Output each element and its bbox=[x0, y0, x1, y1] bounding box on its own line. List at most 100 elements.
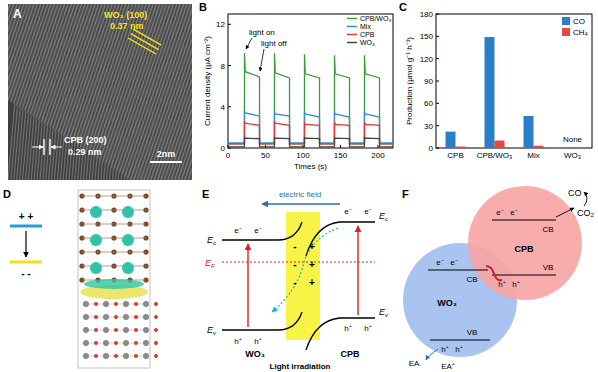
lattice-fringe bbox=[127, 90, 135, 180]
lattice-fringe bbox=[179, 90, 187, 180]
atom bbox=[90, 262, 102, 274]
arrow bbox=[32, 147, 43, 148]
label: 0.37 nm bbox=[110, 21, 144, 31]
x-tick-label: 200 bbox=[371, 151, 385, 160]
y-tick bbox=[228, 24, 231, 25]
atom bbox=[94, 341, 98, 345]
transfer-arrow bbox=[272, 228, 338, 312]
lattice-fringe bbox=[147, 4, 192, 180]
atom bbox=[154, 328, 158, 332]
legend-label: CPB bbox=[360, 31, 375, 38]
plot-lines bbox=[228, 53, 393, 147]
atom bbox=[134, 341, 138, 345]
band-label: Ev bbox=[207, 325, 217, 336]
bars bbox=[446, 37, 544, 148]
lattice-fringe bbox=[153, 90, 161, 180]
y-tick bbox=[436, 125, 439, 126]
band-edge bbox=[222, 222, 302, 240]
atom bbox=[123, 327, 129, 333]
x-tick-label: CPB bbox=[447, 151, 463, 160]
x-tick-label: 50 bbox=[261, 151, 270, 160]
atom bbox=[103, 327, 109, 333]
x-tick-label: Mix bbox=[527, 151, 539, 160]
annotation-arrow bbox=[246, 38, 252, 49]
lattice-fringe bbox=[156, 90, 164, 180]
atom bbox=[83, 327, 89, 333]
y-tick bbox=[228, 148, 231, 149]
label: e⁻ bbox=[364, 207, 371, 216]
atom bbox=[143, 314, 149, 320]
panel-letter: D bbox=[3, 188, 11, 200]
atom bbox=[122, 234, 134, 246]
excitation-arrow bbox=[247, 244, 248, 327]
label: e⁻ bbox=[344, 207, 351, 216]
bar bbox=[456, 147, 466, 148]
atom bbox=[114, 354, 118, 358]
label: Light irradiation bbox=[270, 362, 331, 371]
plot-frame bbox=[436, 14, 592, 148]
lattice-fringe bbox=[170, 90, 178, 180]
y-tick-label: 12 bbox=[216, 20, 225, 29]
legend-label: CH₄ bbox=[573, 28, 588, 37]
band-level bbox=[428, 269, 488, 270]
label: CPB bbox=[340, 349, 360, 359]
label: CB bbox=[542, 225, 553, 234]
y-tick bbox=[436, 81, 439, 82]
scale-bar bbox=[150, 161, 182, 163]
depletion-region bbox=[286, 212, 320, 340]
atom bbox=[154, 341, 158, 345]
atom bbox=[143, 327, 149, 333]
y-tick-label: 4 bbox=[221, 103, 226, 112]
y-tick-label: 0 bbox=[221, 144, 226, 153]
atom bbox=[83, 314, 89, 320]
annotation-arrow bbox=[260, 49, 264, 71]
legend-label: CO bbox=[573, 17, 585, 26]
atom bbox=[83, 340, 89, 346]
fermi-level bbox=[222, 262, 375, 263]
atom bbox=[90, 206, 102, 218]
label: 2nm bbox=[157, 149, 176, 159]
y-tick bbox=[436, 58, 439, 59]
label: CB bbox=[466, 275, 477, 284]
lattice-fringe bbox=[133, 90, 141, 180]
x-tick bbox=[378, 145, 379, 148]
band-label: Ev bbox=[379, 307, 389, 318]
atom bbox=[123, 340, 129, 346]
series-line bbox=[228, 138, 393, 147]
atom bbox=[94, 354, 98, 358]
x-tick bbox=[340, 145, 341, 148]
lattice-fringe bbox=[151, 4, 192, 180]
label: h⁺ bbox=[455, 345, 462, 354]
cpb-particle bbox=[468, 186, 582, 300]
crystal-structure bbox=[78, 190, 158, 368]
reaction-arrow bbox=[556, 208, 574, 217]
annotation: None bbox=[563, 135, 583, 144]
label: CPB (200) bbox=[64, 135, 107, 145]
legend-swatch bbox=[347, 42, 357, 44]
atom bbox=[83, 301, 89, 307]
bar bbox=[573, 148, 583, 149]
field-arrow bbox=[262, 203, 340, 204]
label: CPB bbox=[514, 244, 534, 254]
tem-image bbox=[8, 4, 192, 180]
label: CO₂ bbox=[577, 208, 595, 218]
bar bbox=[446, 132, 456, 148]
y-axis-title: Current density (μA cm⁻²) bbox=[203, 36, 212, 126]
atom bbox=[143, 340, 149, 346]
label: h⁺ bbox=[512, 280, 519, 289]
label: - bbox=[293, 259, 296, 270]
atom bbox=[154, 354, 158, 358]
series-line bbox=[228, 53, 393, 144]
atom bbox=[103, 340, 109, 346]
lattice-fringe bbox=[181, 4, 192, 180]
charge-label: - - bbox=[21, 268, 30, 279]
y-tick-label: 150 bbox=[420, 32, 434, 41]
lattice-fringe bbox=[141, 90, 149, 180]
legend-label: WO₃ bbox=[360, 39, 375, 46]
lattice-fringe bbox=[185, 4, 192, 180]
lattice-fringe bbox=[175, 4, 192, 180]
lattice-fringe bbox=[162, 90, 170, 180]
y-axis-title: Production (μmol g⁻¹ h⁻¹) bbox=[405, 37, 414, 125]
atom bbox=[123, 314, 129, 320]
panel-letter: F bbox=[402, 188, 409, 200]
